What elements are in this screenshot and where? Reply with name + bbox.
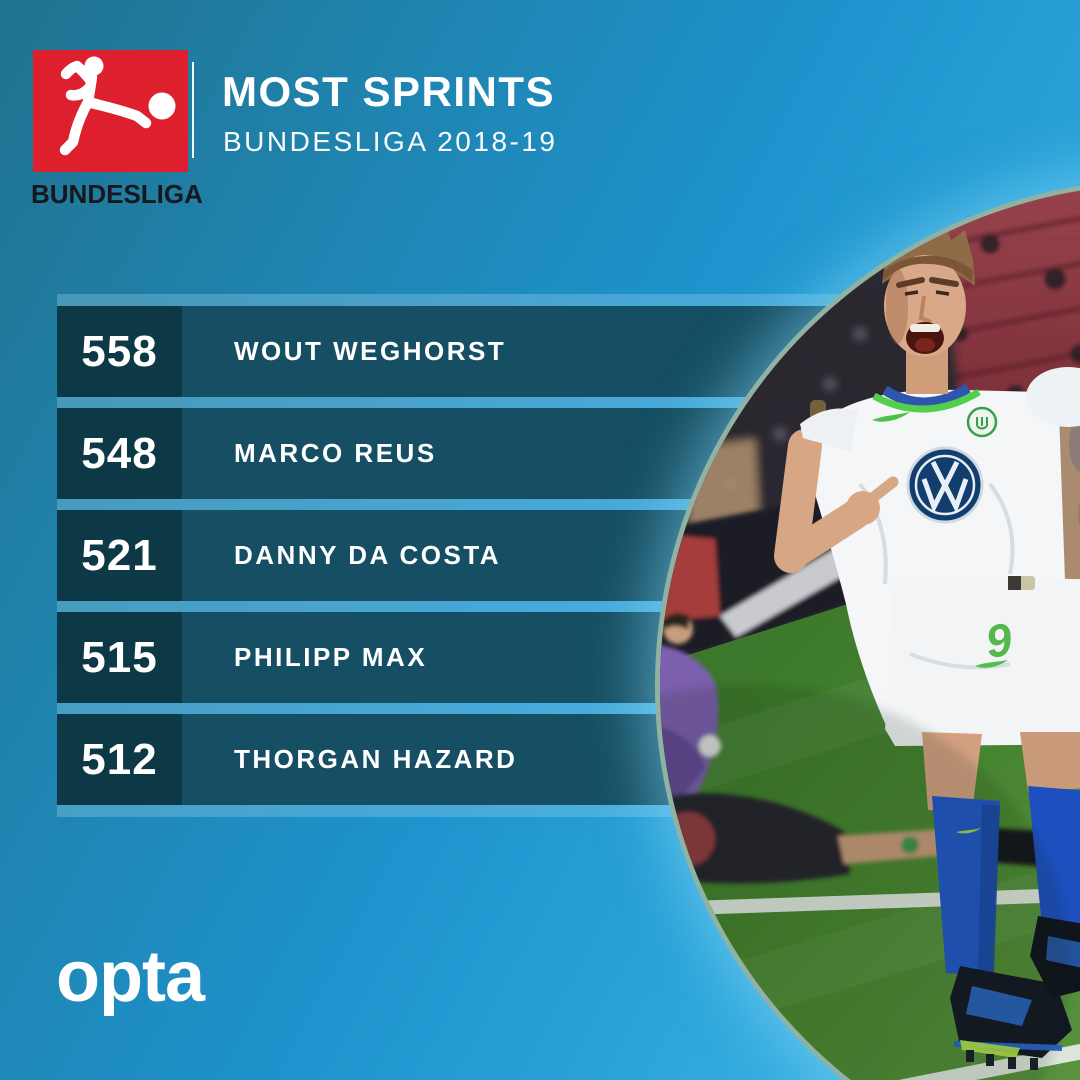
photo-scene: 9 (660, 184, 1080, 1080)
bundesliga-logo (33, 50, 188, 172)
sprint-count: 558 (57, 306, 182, 397)
pointing-arm (774, 408, 899, 573)
spectator-tan-jacket (685, 439, 760, 534)
eyebrow (929, 277, 959, 287)
sleeve (1026, 367, 1080, 427)
bundesliga-kicker-icon (59, 56, 176, 156)
opta-logo: opta (56, 937, 205, 1017)
page-subtitle: BUNDESLIGA 2018-19 (223, 126, 558, 157)
red-board (660, 534, 720, 621)
player-photo-circle: 9 (655, 179, 1080, 1080)
teeth (910, 324, 940, 332)
thigh (1020, 732, 1080, 792)
sprint-count: 521 (57, 510, 182, 601)
page-title: MOST SPRINTS (222, 68, 556, 115)
nike-swoosh-icon (975, 660, 1008, 668)
sprint-count: 548 (57, 408, 182, 499)
vw-logo-icon (906, 446, 984, 524)
nose (918, 295, 932, 324)
sleeve (800, 408, 858, 452)
header-divider (192, 62, 194, 158)
collar-green (872, 388, 981, 413)
wolfsburg-crest-icon (966, 406, 998, 438)
vignette (660, 684, 1070, 1080)
index-finger (864, 476, 899, 506)
hair-fringe (883, 255, 973, 282)
eyebrow (896, 277, 925, 288)
bundesliga-caption: BUNDESLIGA (31, 179, 203, 209)
nike-swoosh-icon (872, 412, 910, 422)
sprint-count: 512 (57, 714, 182, 805)
collar-blue (882, 383, 971, 408)
shorts: 9 (885, 576, 1080, 746)
player-head (882, 218, 975, 357)
sprint-count: 515 (57, 612, 182, 703)
